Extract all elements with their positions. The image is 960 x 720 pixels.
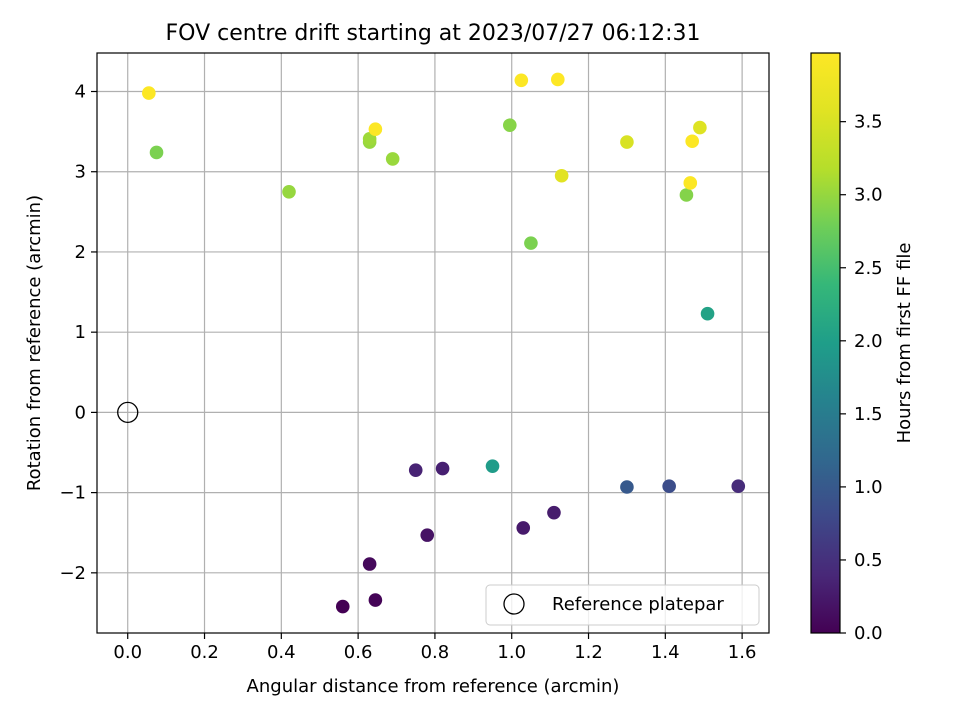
colorbar-tick-label: 2.5 [854, 258, 883, 279]
data-point [408, 463, 423, 477]
data-point [142, 86, 156, 100]
y-tick-label: 1 [75, 322, 86, 343]
data-point [514, 73, 529, 88]
colorbar-tick-label: 3.0 [854, 185, 883, 206]
legend-box [485, 584, 760, 626]
legend: Reference platepar [485, 584, 760, 626]
x-tick-label: 0.6 [344, 642, 373, 663]
reference-platepar-marker [117, 401, 139, 424]
data-point [679, 188, 694, 202]
plot-frame [96, 52, 770, 634]
data-point [368, 593, 383, 607]
colorbar-label: Hours from first FF file [894, 243, 915, 444]
data-point [700, 306, 715, 321]
x-axis-ticks: 0.0 0.2 0.4 0.6 0.8 1.0 1.2 1.4 1.6 [113, 633, 756, 663]
colorbar-tick-label: 0.0 [854, 623, 883, 644]
x-tick-label: 1.6 [728, 642, 757, 663]
x-tick-label: 0.4 [267, 642, 296, 663]
x-tick-label: 0.2 [190, 642, 219, 663]
data-point [554, 168, 569, 183]
chart-title: FOV centre drift starting at 2023/07/27 … [166, 21, 701, 46]
data-point [362, 557, 377, 571]
data-point [516, 521, 531, 535]
data-point [524, 236, 538, 250]
y-tick-label: 4 [75, 82, 86, 103]
data-point [662, 479, 676, 493]
y-axis-ticks: −2 −1 0 1 2 3 4 [59, 82, 97, 584]
grid [97, 53, 769, 633]
y-tick-label: 0 [75, 402, 86, 423]
data-point [420, 528, 435, 542]
data-point [503, 118, 517, 132]
colorbar-tick-label: 1.5 [854, 404, 883, 425]
data-point [731, 479, 746, 493]
y-axis-label: Rotation from reference (arcmin) [24, 195, 45, 491]
y-tick-label: −2 [59, 563, 86, 584]
x-tick-label: 1.0 [497, 642, 526, 663]
x-tick-label: 1.4 [651, 642, 680, 663]
y-tick-label: −1 [59, 483, 86, 504]
data-point [620, 480, 634, 494]
colorbar-frame [810, 52, 841, 634]
x-tick-label: 0.0 [113, 642, 142, 663]
y-tick-label: 3 [75, 162, 86, 183]
legend-marker-icon [503, 593, 525, 615]
data-points [142, 72, 746, 614]
data-point [368, 122, 383, 137]
data-point [282, 184, 296, 199]
data-point [685, 134, 699, 149]
x-tick-label: 1.2 [574, 642, 603, 663]
colorbar-ticks: 0.0 0.5 1.0 1.5 2.0 2.5 3.0 3.5 [840, 112, 883, 644]
colorbar-tick-label: 3.5 [854, 112, 883, 133]
data-point [683, 176, 698, 190]
data-point [149, 145, 164, 160]
y-tick-label: 2 [75, 242, 86, 263]
data-point [551, 72, 565, 87]
legend-label: Reference platepar [552, 594, 724, 615]
colorbar-tick-label: 1.0 [854, 477, 883, 498]
colorbar-tick-label: 2.0 [854, 331, 883, 352]
data-point [693, 120, 707, 135]
x-axis-label: Angular distance from reference (arcmin) [247, 676, 620, 697]
data-point [385, 152, 400, 166]
data-point [435, 461, 450, 476]
reference-marker-layer [117, 401, 139, 424]
colorbar-tick-label: 0.5 [854, 550, 883, 571]
data-point [547, 505, 561, 520]
x-tick-label: 0.8 [421, 642, 450, 663]
data-point [485, 459, 500, 473]
data-point [335, 599, 350, 614]
colorbar-gradient [811, 53, 840, 633]
data-point [620, 135, 634, 149]
colorbar: 0.0 0.5 1.0 1.5 2.0 2.5 3.0 3.5 Hours from firs… [810, 52, 915, 644]
